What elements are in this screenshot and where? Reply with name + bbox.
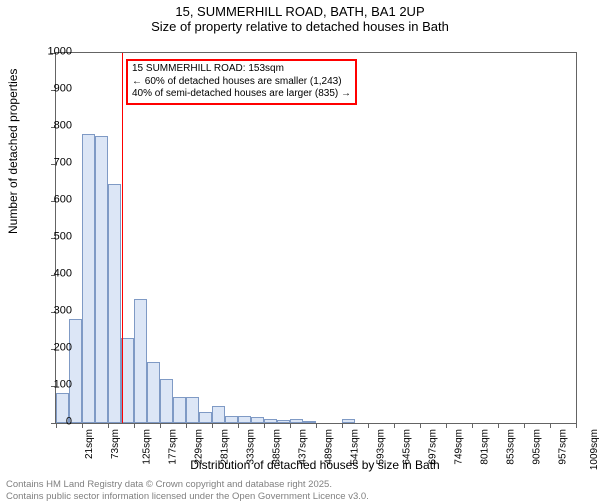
x-tick-mark [108, 423, 109, 428]
x-tick-mark [446, 423, 447, 428]
x-tick-mark [290, 423, 291, 428]
histogram-bar [251, 417, 264, 423]
y-tick-label: 700 [32, 158, 72, 169]
footer-line-1: Contains HM Land Registry data © Crown c… [6, 479, 369, 490]
histogram-bar [290, 419, 303, 423]
footer-attribution: Contains HM Land Registry data © Crown c… [6, 479, 369, 502]
histogram-bar [186, 397, 199, 423]
x-tick-mark [472, 423, 473, 428]
annotation-line-3: 40% of semi-detached houses are larger (… [132, 88, 351, 101]
property-marker-line [122, 53, 123, 423]
histogram-bar [173, 397, 186, 423]
x-tick-mark [316, 423, 317, 428]
histogram-bar [199, 412, 212, 423]
y-tick-label: 500 [32, 232, 72, 243]
annotation-line-1: 15 SUMMERHILL ROAD: 153sqm [132, 63, 351, 76]
y-tick-label: 900 [32, 84, 72, 95]
x-tick-mark [342, 423, 343, 428]
x-tick-mark [264, 423, 265, 428]
histogram-bar [238, 416, 251, 423]
x-tick-mark [186, 423, 187, 428]
y-tick-label: 400 [32, 269, 72, 280]
x-tick-mark [524, 423, 525, 428]
x-tick-mark [394, 423, 395, 428]
y-axis-label: Number of detached properties [6, 69, 20, 234]
y-tick-label: 1000 [32, 47, 72, 58]
x-axis-label: Distribution of detached houses by size … [55, 458, 575, 472]
x-tick-mark [160, 423, 161, 428]
x-tick-mark [420, 423, 421, 428]
histogram-bar [147, 362, 160, 423]
histogram-bar [225, 416, 238, 423]
y-tick-label: 800 [32, 121, 72, 132]
title-main: 15, SUMMERHILL ROAD, BATH, BA1 2UP [0, 4, 600, 19]
x-tick-mark [212, 423, 213, 428]
histogram-bar [82, 134, 95, 423]
plot-area: 21sqm73sqm125sqm177sqm229sqm281sqm333sqm… [55, 52, 577, 424]
histogram-bar [277, 420, 290, 423]
histogram-bar [342, 419, 355, 423]
footer-line-2: Contains public sector information licen… [6, 491, 369, 502]
title-sub: Size of property relative to detached ho… [0, 19, 600, 34]
histogram-bar [212, 406, 225, 423]
histogram-bar [108, 184, 121, 423]
y-tick-label: 300 [32, 306, 72, 317]
y-tick-label: 0 [32, 417, 72, 428]
histogram-bar [95, 136, 108, 423]
x-tick-mark [498, 423, 499, 428]
y-tick-label: 600 [32, 195, 72, 206]
x-tick-mark [368, 423, 369, 428]
annotation-box: 15 SUMMERHILL ROAD: 153sqm← 60% of detac… [126, 59, 357, 105]
histogram-bar [134, 299, 147, 423]
x-tick-label: 1009sqm [589, 429, 600, 470]
x-tick-label: 21sqm [84, 429, 95, 459]
histogram-bar [303, 421, 316, 423]
x-tick-mark [550, 423, 551, 428]
x-tick-mark [238, 423, 239, 428]
histogram-bar [69, 319, 82, 423]
x-tick-mark [134, 423, 135, 428]
annotation-line-2: ← 60% of detached houses are smaller (1,… [132, 76, 351, 89]
x-tick-mark [576, 423, 577, 428]
x-tick-mark [82, 423, 83, 428]
chart-container: 15, SUMMERHILL ROAD, BATH, BA1 2UP Size … [0, 4, 600, 504]
histogram-bar [160, 379, 173, 423]
y-tick-label: 100 [32, 380, 72, 391]
x-tick-label: 73sqm [110, 429, 121, 459]
y-tick-label: 200 [32, 343, 72, 354]
histogram-bar [264, 419, 277, 423]
